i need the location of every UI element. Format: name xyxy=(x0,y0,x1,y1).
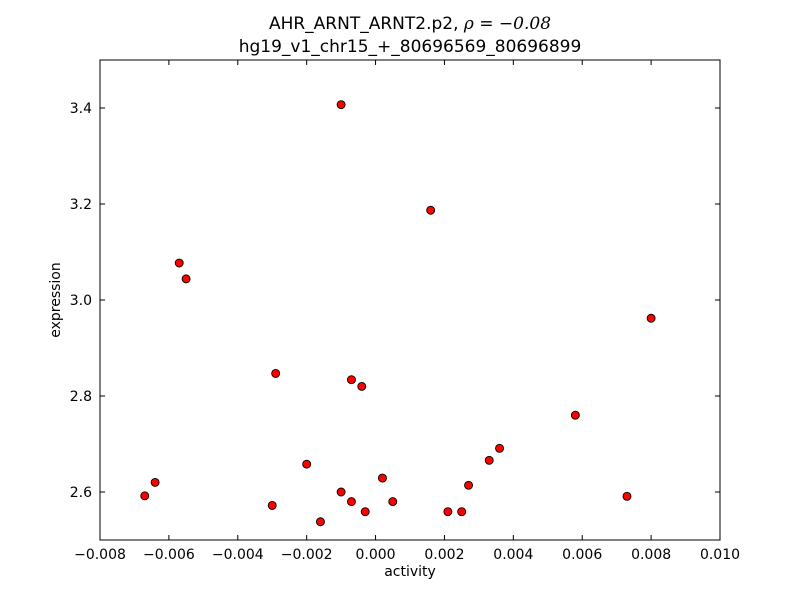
data-point xyxy=(457,507,467,517)
data-point xyxy=(464,480,474,490)
x-tick-label: 0.000 xyxy=(356,547,396,563)
x-tick-label: −0.008 xyxy=(74,547,126,563)
y-tick-label: 2.6 xyxy=(70,485,92,501)
data-point xyxy=(336,100,346,110)
data-point xyxy=(271,368,281,378)
y-axis: 2.6 2.8 3.0 3.2 3.4 xyxy=(70,101,720,501)
data-point xyxy=(426,205,436,215)
data-point xyxy=(357,381,367,391)
x-axis-label: activity xyxy=(384,564,436,580)
data-point xyxy=(443,507,453,517)
data-point xyxy=(622,491,632,501)
data-point xyxy=(388,497,398,507)
data-point xyxy=(570,410,580,420)
data-point xyxy=(150,477,160,487)
data-point xyxy=(377,473,387,483)
data-point xyxy=(495,443,505,453)
x-tick-label: 0.010 xyxy=(700,547,740,563)
chart-title-line1: AHR_ARNT_ARNT2.p2, ρ = −0.08 xyxy=(269,14,551,34)
data-point xyxy=(174,258,184,268)
y-tick-label: 2.8 xyxy=(70,389,92,405)
y-tick-label: 3.0 xyxy=(70,293,92,309)
plot-area xyxy=(99,59,721,541)
data-points xyxy=(140,100,656,527)
y-axis-label: expression xyxy=(48,262,64,338)
x-tick-label: −0.004 xyxy=(212,547,264,563)
data-point xyxy=(267,500,277,510)
y-tick-label: 3.2 xyxy=(70,197,92,213)
x-axis: −0.008 −0.006 −0.004 −0.002 0.000 0.002 0.004 0… xyxy=(74,60,740,563)
chart-title-rho: ρ = −0.08 xyxy=(463,14,551,34)
chart-title-prefix: AHR_ARNT_ARNT2.p2, xyxy=(269,14,464,34)
data-point xyxy=(302,459,312,469)
data-point xyxy=(140,491,150,501)
x-tick-label: 0.002 xyxy=(424,547,464,563)
x-tick-label: −0.006 xyxy=(143,547,195,563)
data-point xyxy=(315,517,325,527)
x-tick-label: 0.006 xyxy=(562,547,602,563)
y-tick-label: 3.4 xyxy=(70,101,92,117)
x-tick-label: −0.002 xyxy=(281,547,333,563)
data-point xyxy=(346,375,356,385)
x-tick-label: 0.004 xyxy=(493,547,533,563)
chart-title-line2: hg19_v1_chr15_+_80696569_80696899 xyxy=(239,37,582,57)
data-point xyxy=(336,487,346,497)
data-point xyxy=(360,507,370,517)
data-point xyxy=(346,497,356,507)
data-point xyxy=(181,274,191,284)
x-tick-label: 0.008 xyxy=(631,547,671,563)
data-point xyxy=(484,455,494,465)
data-point xyxy=(646,313,656,323)
